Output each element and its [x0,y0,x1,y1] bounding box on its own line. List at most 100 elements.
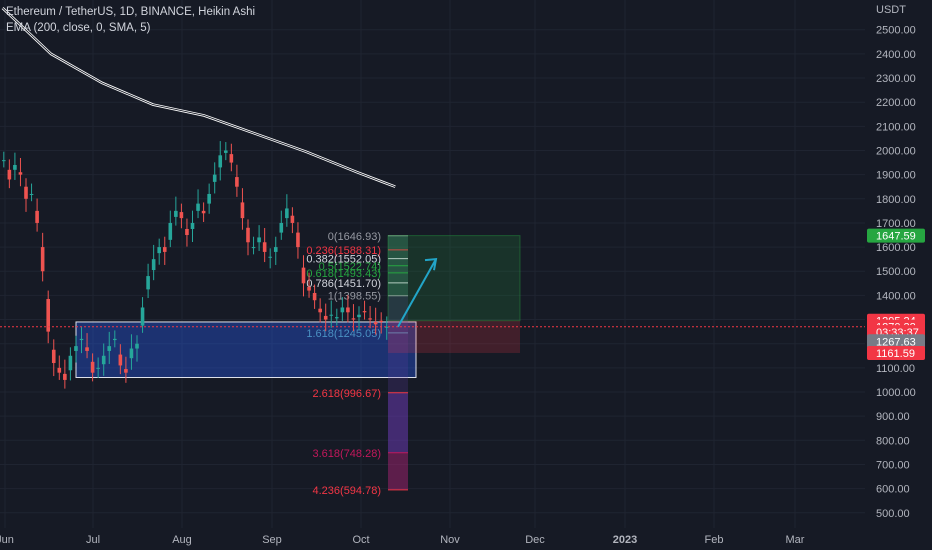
candle-body [35,210,39,223]
price-badge-label: 1267.63 [876,336,916,348]
candle-body [273,247,278,252]
price-axis-bg [865,0,932,550]
candle-body [318,308,322,313]
price-tick-label: 1600.00 [876,242,916,254]
candle-body [90,361,95,373]
time-tick-label: Aug [172,534,192,546]
candle-body [29,193,34,195]
candle-body [190,222,195,229]
fib-column-purple [388,392,408,453]
candle-body [168,222,173,240]
candle-body [296,232,300,248]
candle-body [46,299,50,332]
time-axis: Jun Jul Aug Sep Oct Nov Dec 2023 Feb Mar [0,528,865,550]
candles [2,141,389,389]
candle-body [85,347,89,351]
price-tick-label: 2200.00 [876,97,916,109]
fib-level-label: 0.618(1493.43) [306,268,381,280]
candle-body [68,355,73,371]
candle-body [107,346,112,351]
candle-body [13,164,17,170]
candle-body [207,193,211,204]
fib-level-label: 1(1398.55) [328,291,381,303]
time-axis-bg [0,528,865,550]
price-tick-label: 2500.00 [876,25,916,37]
candle-body [279,222,284,233]
ema-indicator-label[interactable]: EMA (200, close, 0, SMA, 5) [6,22,151,34]
price-tick-label: 1000.00 [876,387,916,399]
price-tick-label: 1900.00 [876,170,916,182]
candle-body [323,315,328,320]
candle-body [312,292,317,301]
fib-level-label: 3.618(748.28) [313,448,382,460]
candle-body [362,311,367,313]
fib-level-label: 2.618(996.67) [313,388,382,400]
candle-body [140,307,145,326]
candle-body [51,349,56,364]
candle-body [307,286,311,291]
candle-body [235,177,239,187]
candle-body [24,186,28,199]
projection-arrow-shaft [397,258,437,328]
fib-column-bg [388,235,408,490]
candle-body [373,321,378,325]
price-tick-label: 800.00 [876,435,910,447]
candle-body [368,318,372,320]
price-badge [867,345,925,360]
time-tick-label: Oct [352,534,369,546]
price-tick-label: 2300.00 [876,73,916,85]
candle-body [218,155,223,168]
price-badge [867,334,925,349]
fib-column-magenta [388,452,408,490]
fib-level-label: 0.236(1588.31) [306,245,381,257]
fib-level-label: 1.618(1245.05) [306,328,381,340]
candle-body [135,343,139,349]
candle-body [346,307,350,313]
price-tick-label: 2400.00 [876,49,916,61]
time-tick-label: Mar [786,534,805,546]
fib-level-label: 0(1646.93) [328,231,381,243]
candle-body [379,320,383,322]
candle-body [351,318,356,320]
price-badge-label: 1161.59 [876,348,915,360]
candle-body [357,314,361,318]
price-axis: USDT 2500.00 2400.00 2300.00 2200.00 2100.00 2… [865,0,932,550]
price-tick-label: 1700.00 [876,218,916,230]
candle-body [185,228,189,236]
time-tick-label: Jun [0,534,14,546]
time-tick-label: Jul [86,534,100,546]
candle-body [201,210,206,214]
candle-body [340,307,345,313]
candle-body [285,208,289,219]
long-position-stop [388,320,520,353]
price-tick-label: 1100.00 [876,363,915,375]
candle-body [224,150,228,153]
price-tick-label: 1800.00 [876,194,916,206]
candle-body [57,367,62,373]
candle-body [384,326,389,328]
price-tick-label: 1500.00 [876,266,916,278]
price-axis-unit: USDT [876,4,906,16]
candle-body [251,247,256,249]
candle-body [246,227,250,243]
candle-body [118,354,123,366]
time-tick-label: Dec [525,534,545,546]
candle-body [290,215,295,223]
projection-arrow-head [424,258,438,271]
price-tick-label: 700.00 [876,459,910,471]
candle-body [113,338,117,341]
candle-body [101,355,106,365]
symbol-title[interactable]: Ethereum / TetherUS, 1D, BINANCE, Heikin… [6,6,256,18]
candle-body [79,338,84,341]
fib-level-label: 0.5(1522.74) [319,261,381,273]
candle-body [129,348,134,359]
fib-level-label: 0.382(1552.05) [306,254,381,266]
candle-body [146,276,150,290]
candle-body [257,237,261,243]
candle-body [74,346,78,351]
candle-body [174,210,178,217]
candle-body [7,169,12,180]
candle-body [63,373,67,380]
